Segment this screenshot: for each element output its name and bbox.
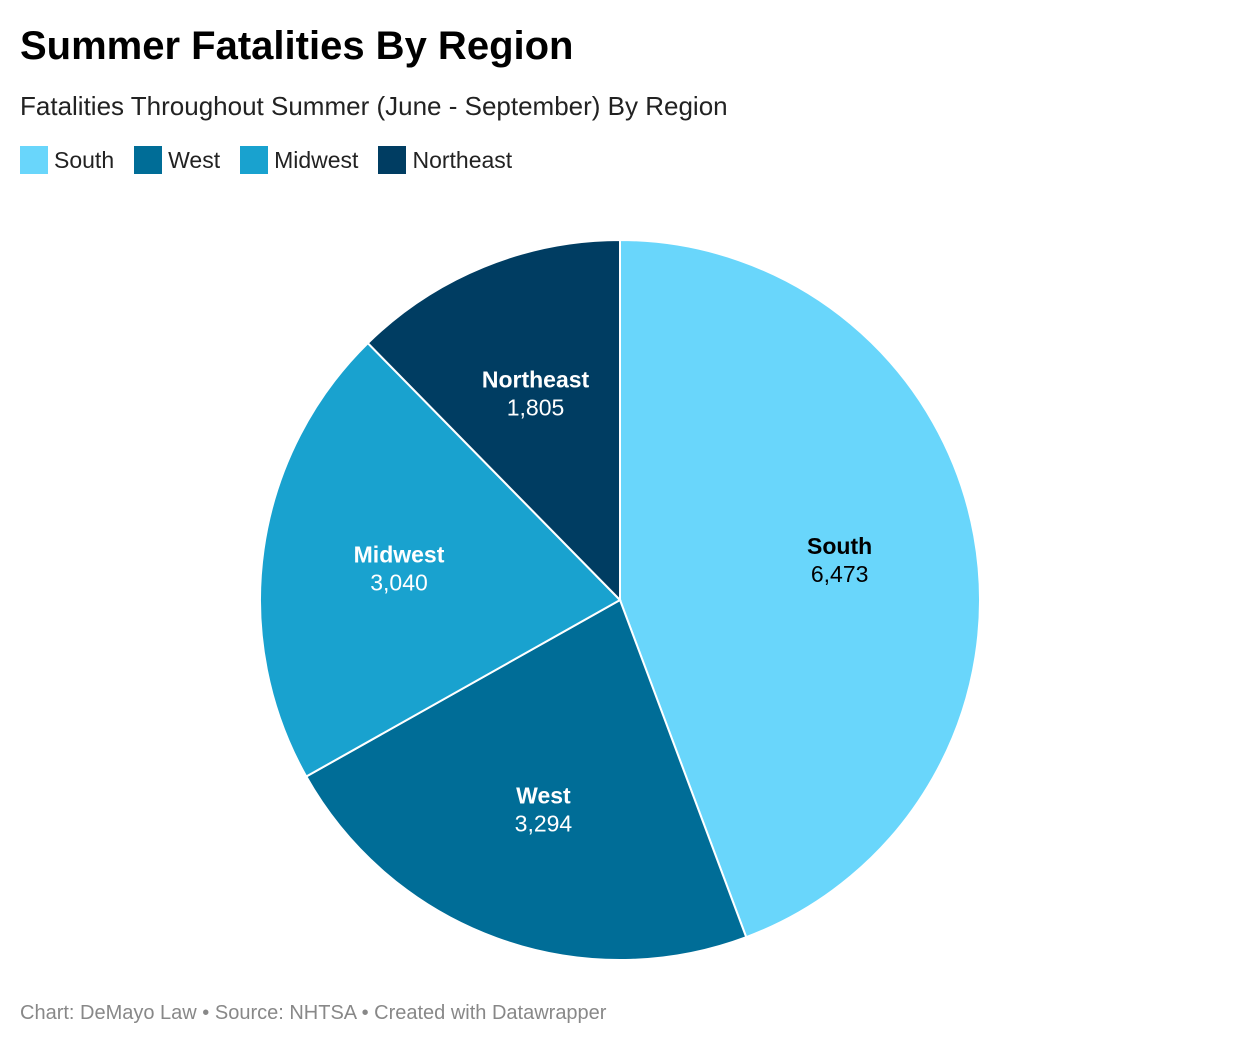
slice-value-northeast: 1,805 [507,394,565,420]
legend-swatch-midwest [240,146,269,174]
slice-label-midwest: Midwest [354,542,445,568]
legend-swatch-northeast [378,146,407,174]
slice-label-northeast: Northeast [482,366,590,392]
slice-value-midwest: 3,040 [370,570,428,596]
chart-subtitle: Fatalities Throughout Summer (June - Sep… [20,91,728,121]
legend-item-west: West [134,145,220,175]
legend-item-northeast: Northeast [378,145,512,175]
chart-title: Summer Fatalities By Region [20,24,574,68]
legend-item-south: South [20,145,114,175]
legend-swatch-south [20,146,48,174]
pie-slice-south [619,238,981,939]
pie-slice-midwest [259,341,622,778]
slice-label-south: South [807,533,872,559]
pie-slice-northeast [366,238,621,603]
slice-value-south: 6,473 [811,561,869,587]
pie-slice-west [304,598,748,961]
legend-swatch-west [134,146,163,174]
slice-value-west: 3,294 [515,811,573,837]
slice-label-west: West [516,783,571,809]
legend-label-west: West [168,147,221,173]
legend-item-midwest: Midwest [240,145,358,175]
chart-footer: Chart: DeMayo Law • Source: NHTSA • Crea… [20,1002,607,1024]
legend-label-midwest: Midwest [274,147,359,173]
chart-legend: South West Midwest Northeast [20,145,532,175]
legend-label-south: South [54,147,115,173]
legend-label-northeast: Northeast [412,147,513,173]
